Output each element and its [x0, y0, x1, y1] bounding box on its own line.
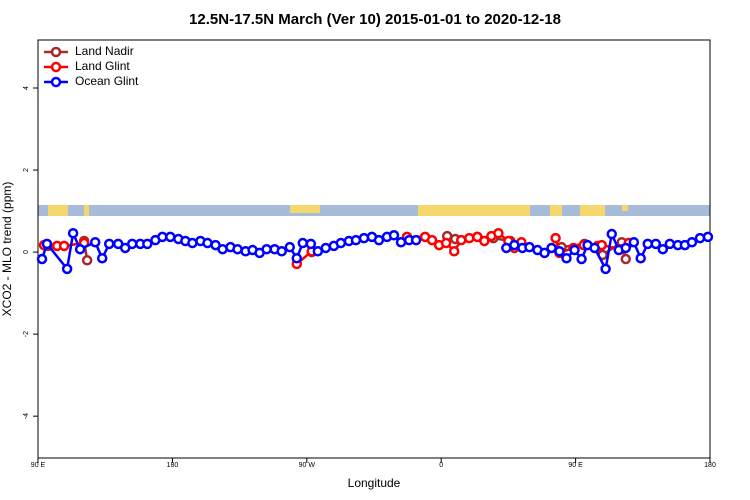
y-tick-label: -2	[23, 331, 30, 337]
point	[440, 237, 452, 249]
y-tick-label: -4	[23, 413, 30, 419]
point	[426, 234, 438, 246]
point	[455, 234, 467, 246]
point	[686, 236, 698, 248]
point	[600, 263, 611, 275]
point	[642, 238, 653, 250]
point	[126, 238, 138, 250]
point	[165, 231, 176, 243]
y-tick-label: 0	[23, 250, 30, 254]
point	[410, 234, 422, 246]
point	[305, 238, 317, 250]
point	[493, 227, 504, 239]
point	[561, 252, 572, 264]
point	[373, 234, 385, 246]
point	[702, 231, 714, 243]
x-tick-label: 0	[439, 462, 443, 469]
legend-marker	[50, 76, 62, 88]
point	[350, 234, 362, 246]
legend-label: Land Nadir	[75, 44, 134, 58]
y-tick-label: 2	[23, 168, 30, 172]
point	[142, 238, 153, 250]
point	[187, 237, 198, 249]
point	[620, 242, 632, 254]
point	[261, 243, 272, 255]
x-tick-label: 180	[167, 462, 179, 469]
point	[606, 228, 617, 240]
point	[232, 243, 243, 255]
x-tick-label: 90 E	[31, 462, 46, 469]
plot-frame	[37, 39, 711, 459]
point	[291, 252, 303, 264]
legend-marker	[50, 46, 62, 58]
point	[664, 238, 676, 250]
point	[694, 232, 706, 244]
point	[479, 235, 490, 247]
point	[628, 236, 640, 248]
point	[576, 253, 587, 265]
point	[81, 255, 93, 266]
point	[74, 243, 86, 255]
legend-marker	[50, 61, 62, 73]
x-tick-label: 90 E	[568, 462, 583, 469]
point	[284, 241, 296, 253]
map-strip	[38, 205, 710, 216]
point	[501, 242, 512, 254]
point	[335, 237, 347, 249]
y-axis-label: XCO2 - MLO trend (ppm)	[0, 182, 14, 317]
point	[320, 242, 332, 254]
point	[524, 241, 535, 253]
point	[96, 252, 108, 264]
x-tick-label: 90 W	[299, 462, 316, 469]
point	[620, 253, 632, 265]
x-axis-label: Longitude	[348, 476, 401, 490]
point	[509, 239, 520, 251]
legend-label: Land Glint	[75, 59, 130, 73]
point	[589, 242, 600, 254]
point	[657, 243, 669, 255]
point	[650, 238, 662, 250]
point	[41, 238, 53, 250]
point	[276, 246, 287, 257]
x-tick-label: 180	[704, 462, 716, 469]
point	[550, 232, 561, 244]
point	[202, 237, 213, 249]
chart-title: 12.5N-17.5N March (Ver 10) 2015-01-01 to…	[189, 11, 561, 28]
point	[569, 244, 580, 256]
point	[554, 246, 565, 257]
point	[103, 238, 115, 250]
point	[58, 240, 70, 252]
point	[388, 230, 400, 241]
point	[89, 236, 101, 248]
point	[297, 237, 309, 249]
point	[635, 252, 646, 264]
point	[358, 232, 370, 244]
point	[448, 246, 460, 257]
point	[539, 247, 550, 259]
point	[395, 236, 407, 248]
y-tick-label: 4	[23, 86, 30, 90]
point	[67, 227, 79, 239]
point	[61, 263, 73, 275]
point	[36, 253, 48, 265]
point	[464, 232, 475, 244]
legend-label: Ocean Glint	[75, 74, 139, 88]
